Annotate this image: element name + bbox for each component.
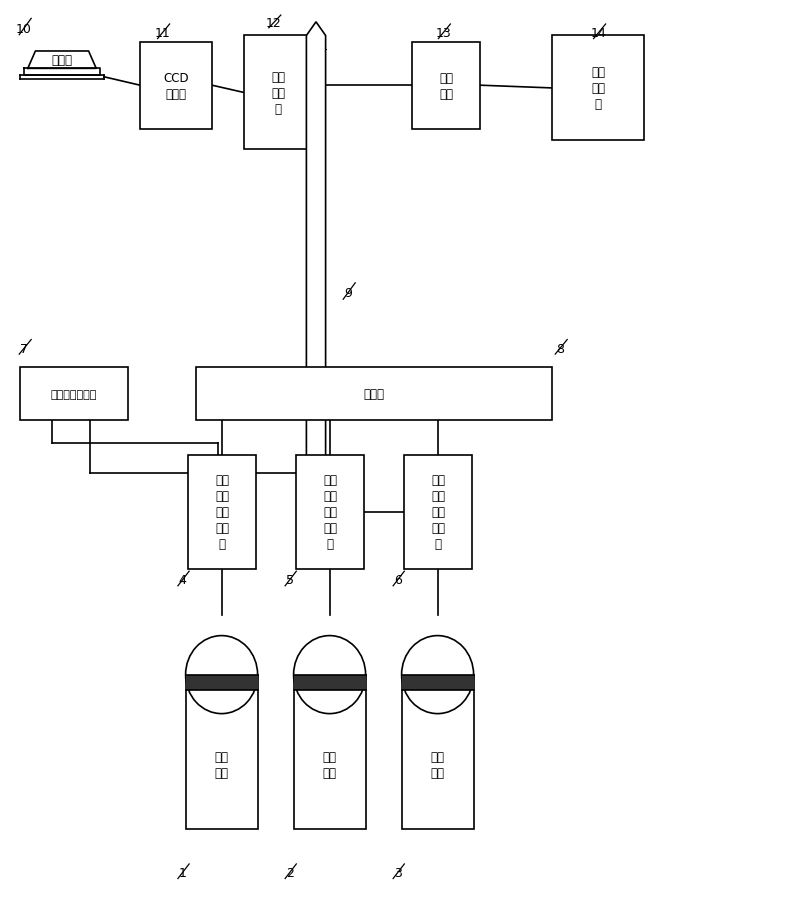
Bar	[552, 36, 644, 141]
Text: 6: 6	[394, 574, 402, 587]
Bar	[402, 675, 474, 829]
Bar	[294, 675, 366, 829]
Text: 7: 7	[20, 343, 28, 355]
Text: 1: 1	[178, 866, 186, 879]
Text: CCD
成像仪: CCD 成像仪	[163, 72, 189, 100]
Bar	[404, 456, 472, 569]
Text: 甲烷
气瓶: 甲烷 气瓶	[214, 750, 229, 779]
Text: 氮气
质量
流量
控制
器: 氮气 质量 流量 控制 器	[431, 474, 445, 551]
Text: 调焦
印远
镜: 调焦 印远 镜	[271, 71, 285, 116]
Text: 9: 9	[344, 287, 352, 300]
Bar	[186, 675, 258, 691]
Ellipse shape	[186, 636, 258, 714]
Text: 甲烷
质量
流量
控制
器: 甲烷 质量 流量 控制 器	[215, 474, 229, 551]
Ellipse shape	[294, 636, 366, 714]
Text: 12: 12	[266, 17, 282, 30]
Text: 飞秒
激光
器: 飞秒 激光 器	[591, 67, 605, 111]
Text: 计算机: 计算机	[51, 54, 73, 67]
Text: 质量流量显示仪: 质量流量显示仪	[51, 390, 97, 399]
Bar	[294, 675, 366, 691]
Text: 氮气
气瓶: 氮气 气瓶	[430, 750, 445, 779]
Bar	[186, 675, 258, 829]
Bar	[296, 456, 364, 569]
Polygon shape	[306, 23, 326, 515]
Text: 光路
系统: 光路 系统	[439, 72, 453, 100]
Text: 2: 2	[286, 866, 294, 879]
Bar	[402, 675, 474, 691]
Bar	[412, 43, 480, 129]
Bar	[188, 456, 256, 569]
Text: 14: 14	[590, 27, 606, 40]
Bar	[196, 368, 552, 421]
Text: 5: 5	[286, 574, 294, 587]
Text: 氧气
气瓶: 氧气 气瓶	[322, 750, 337, 779]
Text: 氧气
质量
流量
控制
器: 氧气 质量 流量 控制 器	[323, 474, 337, 551]
Bar	[140, 43, 212, 129]
Text: 3: 3	[394, 866, 402, 879]
Text: 11: 11	[154, 27, 170, 40]
Bar	[20, 368, 128, 421]
Text: 4: 4	[178, 574, 186, 587]
Bar	[244, 36, 312, 150]
Text: 10: 10	[16, 23, 32, 36]
Ellipse shape	[402, 636, 474, 714]
Text: 混气罐: 混气罐	[363, 388, 385, 401]
Text: 8: 8	[556, 343, 564, 355]
Text: 13: 13	[435, 27, 451, 40]
